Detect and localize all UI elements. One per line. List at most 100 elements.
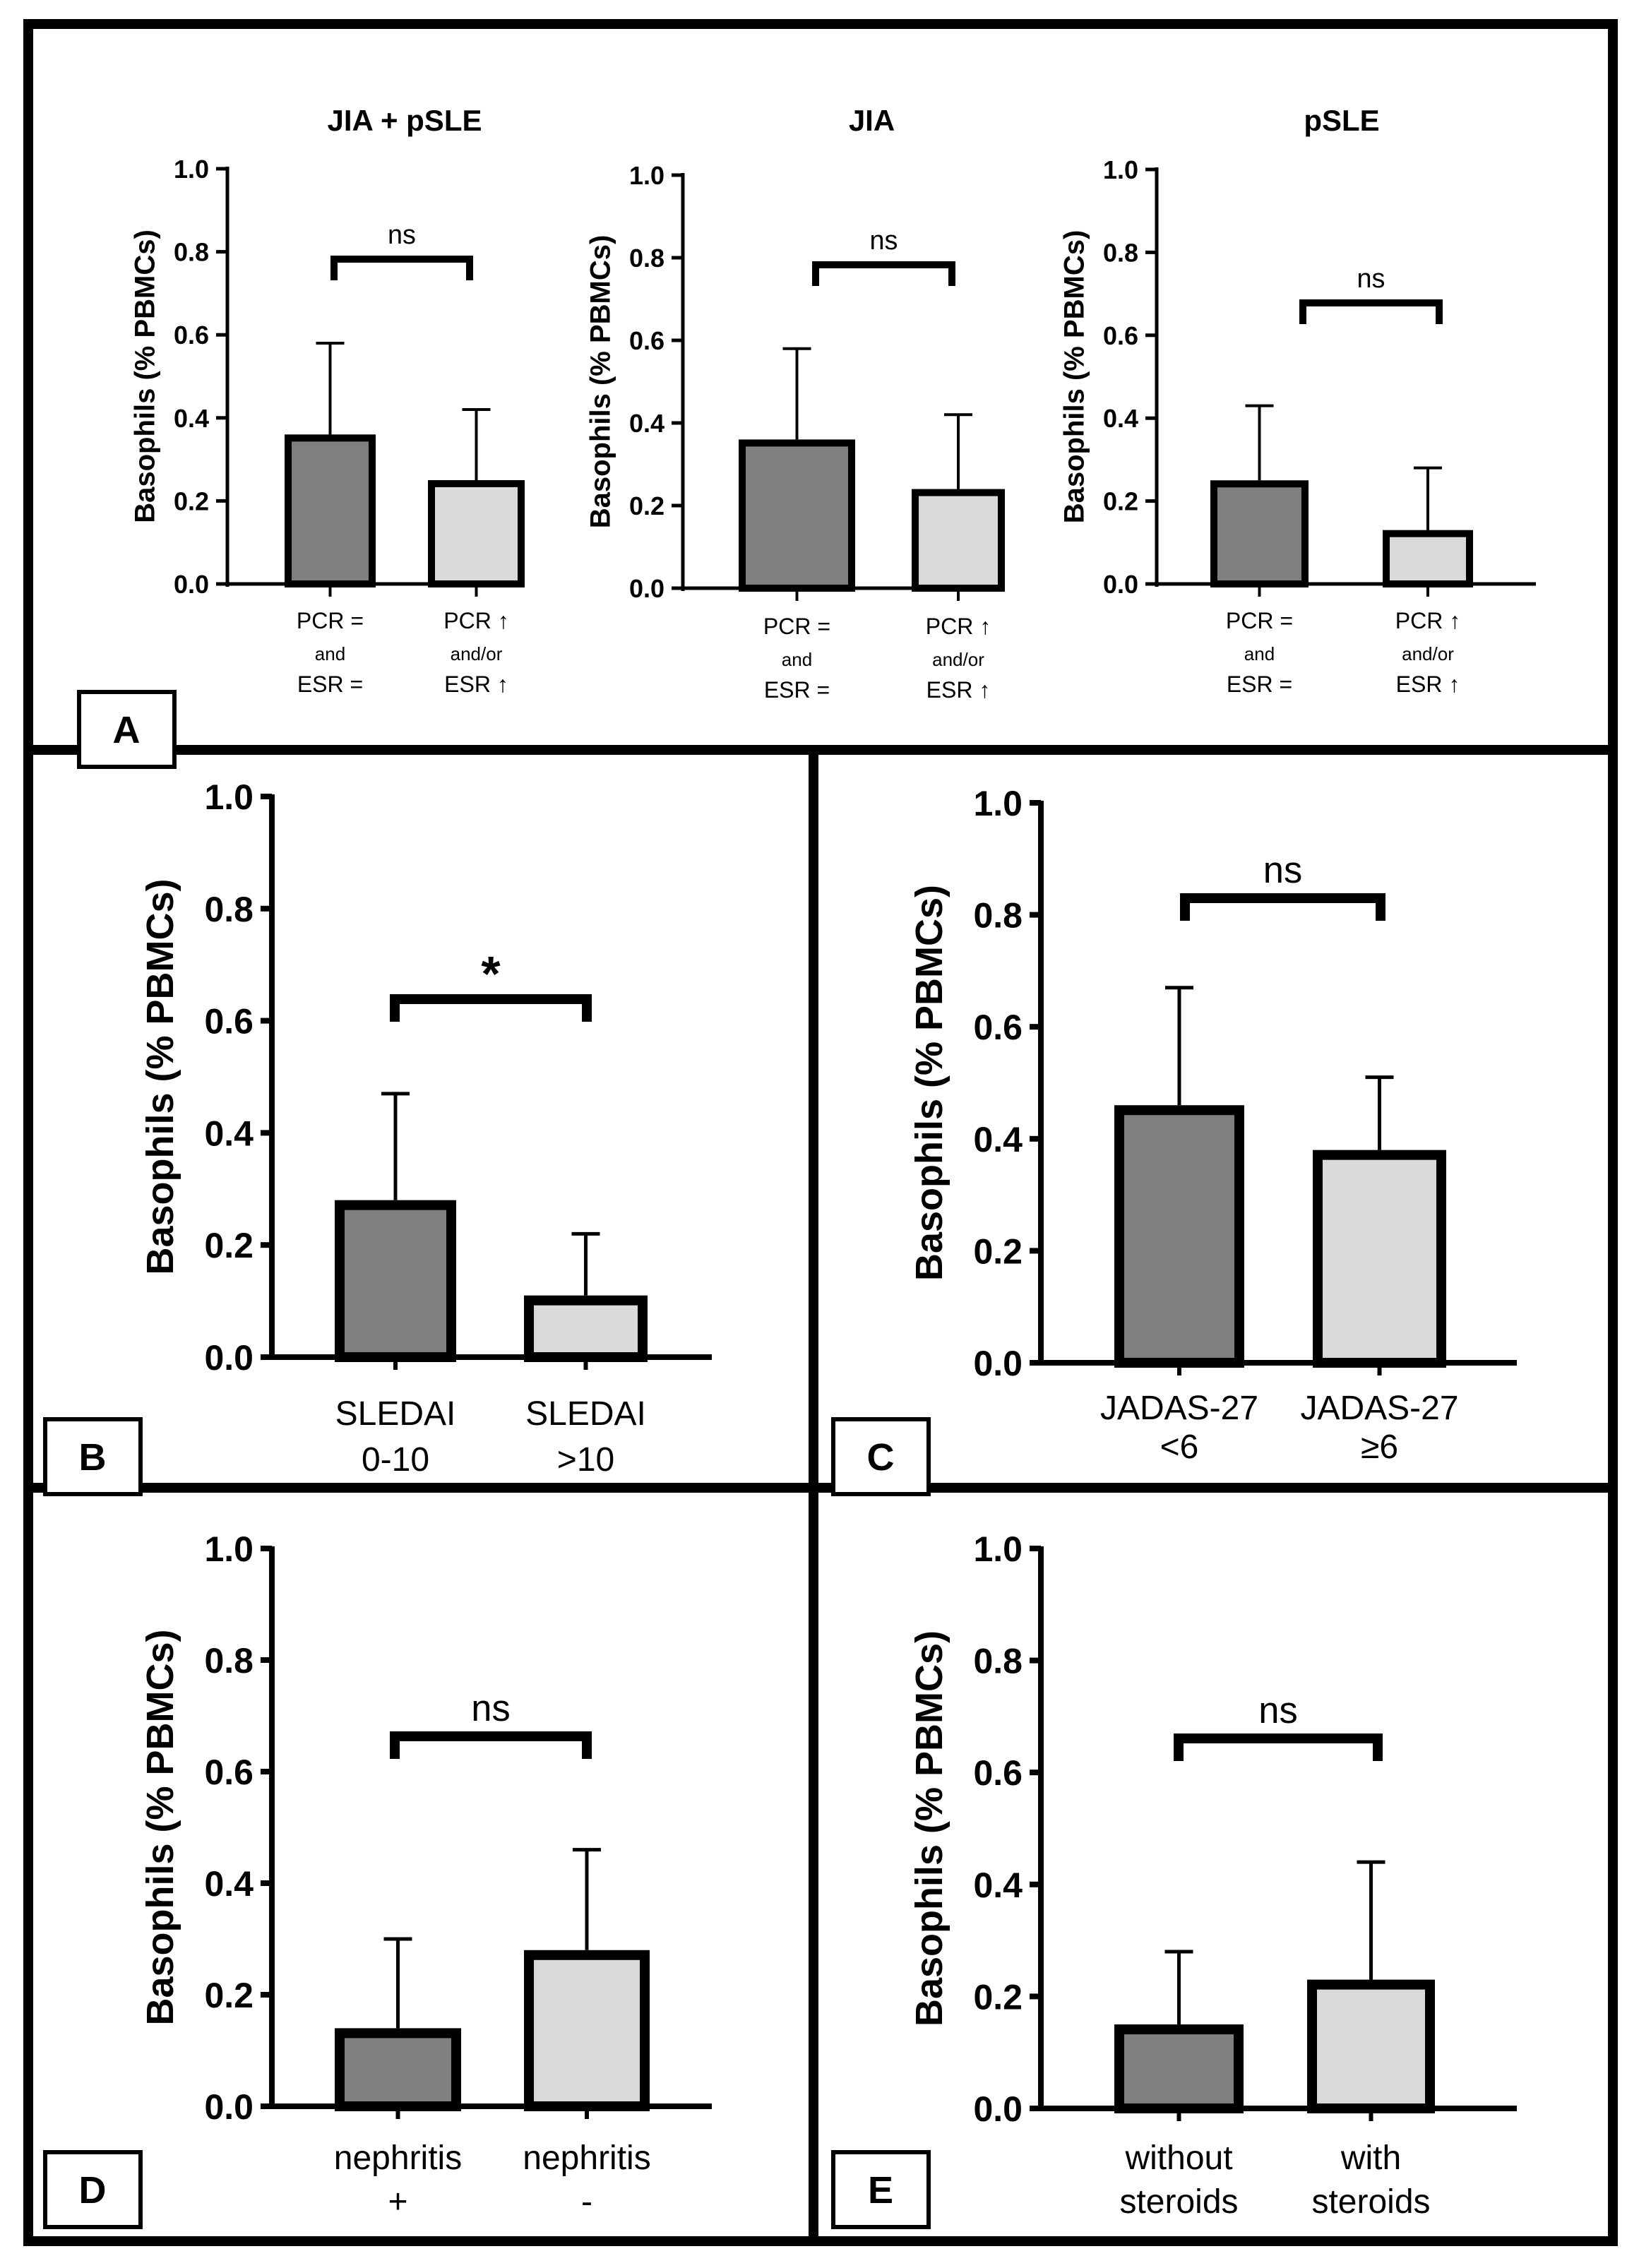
significance-label: ns bbox=[870, 226, 898, 256]
y-tick-label: 0.8 bbox=[174, 238, 209, 267]
significance-label: ns bbox=[1357, 264, 1385, 294]
y-tick-label: 0.6 bbox=[629, 326, 664, 355]
bar bbox=[1114, 2024, 1244, 2114]
x-category-label: PCR ↑ bbox=[443, 608, 508, 633]
y-tick-label: 0.4 bbox=[174, 404, 209, 433]
y-tick-label: 0.6 bbox=[204, 1002, 254, 1042]
bar bbox=[1383, 530, 1473, 587]
chart-5: Basophils (% PBMCs) 0.0 0.2 0.4 0.6 0.8 1.0 JAD… bbox=[908, 784, 1517, 1466]
bar bbox=[1210, 480, 1309, 587]
chart-title: JIA + pSLE bbox=[327, 104, 482, 137]
y-tick-label: 0.2 bbox=[973, 1977, 1023, 2017]
panel-label-e: E bbox=[831, 2150, 931, 2229]
x-category-label: <6 bbox=[1160, 1428, 1199, 1466]
significance-bracket bbox=[1174, 1733, 1383, 1761]
y-tick-label: 1.0 bbox=[204, 1529, 254, 1569]
x-category-label: nephritis bbox=[334, 2139, 462, 2177]
chart-2: JIA Basophils (% PBMCs) 0.0 0.2 0.4 0.6 0.8 1.0… bbox=[585, 104, 1005, 703]
y-tick-label: 0.6 bbox=[973, 1008, 1023, 1047]
y-tick-label: 0.4 bbox=[1103, 404, 1138, 433]
panel-label-a: A bbox=[77, 690, 177, 769]
y-axis-label: Basophils (% PBMCs) bbox=[139, 878, 181, 1275]
y-tick-label: 1.0 bbox=[204, 777, 254, 817]
chart-1: JIA + pSLE Basophils (% PBMCs) 0.0 0.2 0.4 0.… bbox=[129, 104, 525, 697]
x-category-label: ESR = bbox=[297, 672, 363, 697]
x-category-label: JADAS-27 bbox=[1100, 1390, 1258, 1427]
panel-label-d: D bbox=[43, 2150, 143, 2229]
y-tick-label: 0.8 bbox=[973, 896, 1023, 936]
y-tick-label: 0.8 bbox=[1103, 238, 1138, 267]
x-category-label: PCR = bbox=[1226, 608, 1293, 633]
x-category-label: ≥6 bbox=[1361, 1428, 1398, 1466]
significance-label: ns bbox=[1263, 849, 1302, 891]
panel-label-box bbox=[831, 2150, 931, 2229]
panel-label-text: C bbox=[867, 1436, 895, 1479]
panel-label-box bbox=[77, 690, 177, 769]
y-tick-label: 1.0 bbox=[1103, 155, 1138, 184]
panel-labels: A B C D E bbox=[43, 690, 931, 2229]
panel-label-box bbox=[43, 1417, 143, 1496]
x-category-label: 0-10 bbox=[362, 1441, 429, 1479]
x-category-label: PCR ↑ bbox=[1395, 608, 1460, 633]
bar bbox=[524, 1950, 650, 2112]
significance-bracket bbox=[1299, 299, 1443, 324]
x-category-label: >10 bbox=[557, 1441, 614, 1479]
y-tick-label: 0.6 bbox=[973, 1753, 1023, 1793]
y-tick-label: 1.0 bbox=[973, 1529, 1023, 1569]
y-tick-label: 0.0 bbox=[629, 574, 664, 603]
bar bbox=[335, 1200, 456, 1363]
y-tick-label: 0.6 bbox=[1103, 321, 1138, 350]
panel-label-box bbox=[43, 2150, 143, 2229]
significance-bracket bbox=[390, 1731, 592, 1759]
significance-label: ns bbox=[471, 1688, 510, 1729]
x-category-label: and bbox=[315, 643, 345, 664]
significance-label: ns bbox=[388, 220, 416, 250]
x-category-label: + bbox=[388, 2183, 407, 2221]
y-tick-label: 0.8 bbox=[204, 890, 254, 929]
y-tick-label: 0.8 bbox=[973, 1642, 1023, 1681]
significance-label: ns bbox=[1258, 1690, 1297, 1731]
y-tick-label: 0.4 bbox=[629, 409, 664, 438]
x-category-label: and bbox=[1244, 643, 1275, 664]
x-category-label: with bbox=[1340, 2139, 1401, 2177]
bar bbox=[285, 434, 376, 587]
y-axis-label: Basophils (% PBMCs) bbox=[585, 235, 616, 529]
significance-bracket bbox=[330, 256, 473, 280]
x-category-label: PCR = bbox=[763, 614, 830, 639]
y-tick-label: 0.4 bbox=[973, 1120, 1023, 1159]
y-tick-label: 0.2 bbox=[174, 487, 209, 515]
x-category-label: steroids bbox=[1119, 2183, 1238, 2221]
significance-bracket bbox=[812, 261, 955, 286]
chart-3: pSLE Basophils (% PBMCs) 0.0 0.2 0.4 0.6 0.8 1.… bbox=[1059, 104, 1536, 697]
x-category-label: SLEDAI bbox=[335, 1395, 456, 1433]
x-category-label: nephritis bbox=[523, 2139, 650, 2177]
y-tick-label: 0.8 bbox=[629, 244, 664, 273]
bar bbox=[524, 1295, 648, 1363]
bar bbox=[335, 2028, 461, 2111]
x-category-label: - bbox=[581, 2183, 592, 2221]
significance-bracket bbox=[390, 994, 592, 1022]
y-axis-label: Basophils (% PBMCs) bbox=[139, 1629, 181, 2025]
x-category-label: PCR ↑ bbox=[926, 614, 991, 639]
x-category-label: and/or bbox=[451, 643, 503, 664]
x-category-label: and/or bbox=[1402, 643, 1454, 664]
y-tick-label: 0.2 bbox=[1103, 487, 1138, 516]
x-category-label: steroids bbox=[1311, 2183, 1430, 2221]
panel-label-text: B bbox=[79, 1436, 107, 1479]
y-tick-label: 0.0 bbox=[973, 1344, 1023, 1383]
y-axis-label: Basophils (% PBMCs) bbox=[908, 1630, 950, 2027]
y-tick-label: 1.0 bbox=[973, 784, 1023, 823]
x-category-label: ESR ↑ bbox=[444, 672, 508, 697]
x-category-label: and bbox=[782, 649, 812, 670]
panel-label-b: B bbox=[43, 1417, 143, 1496]
x-category-label: ESR = bbox=[764, 677, 830, 703]
x-category-label: without bbox=[1124, 2139, 1232, 2177]
y-tick-label: 0.4 bbox=[973, 1866, 1023, 1905]
y-tick-label: 0.6 bbox=[174, 321, 209, 350]
chart-7: Basophils (% PBMCs) 0.0 0.2 0.4 0.6 0.8 1.0 wit… bbox=[908, 1529, 1517, 2221]
y-axis-label: Basophils (% PBMCs) bbox=[129, 229, 160, 523]
significance-bracket bbox=[1180, 893, 1385, 921]
y-tick-label: 1.0 bbox=[629, 161, 664, 190]
x-category-label: PCR = bbox=[297, 608, 364, 633]
